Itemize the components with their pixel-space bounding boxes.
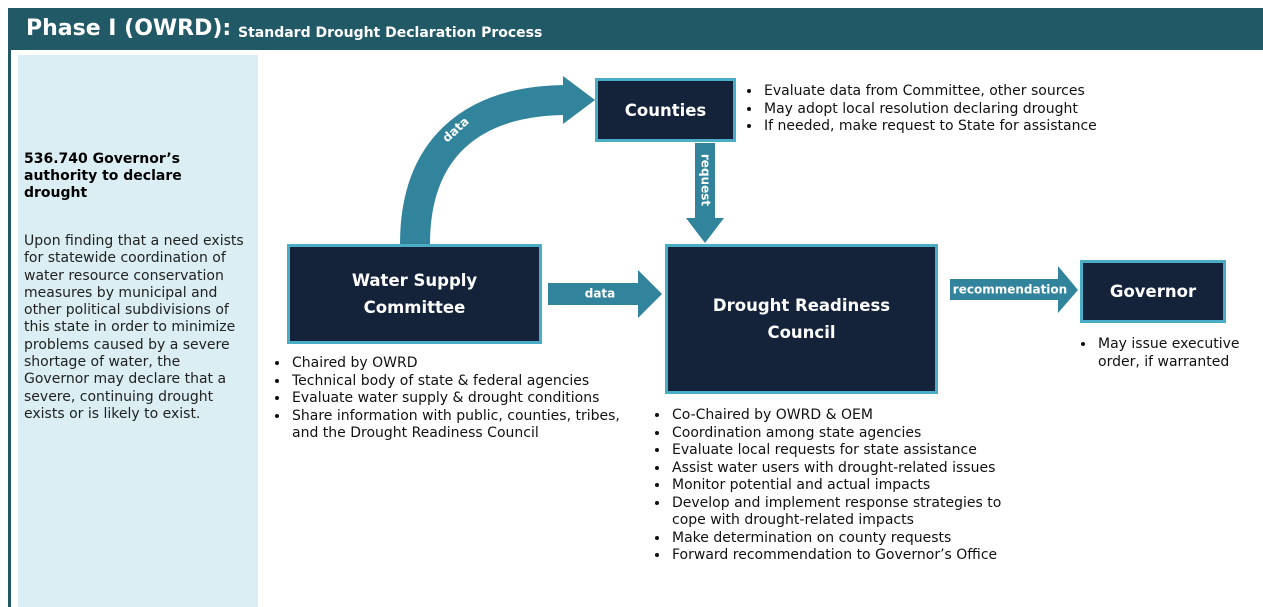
arrow-head xyxy=(1058,266,1078,313)
bullet: Share information with public, counties,… xyxy=(290,408,622,443)
sidebar-body: Upon finding that a need exists for stat… xyxy=(24,233,244,422)
bullet-list: May issue executive order, if warranted xyxy=(1080,336,1263,371)
bullet: If needed, make request to State for ass… xyxy=(762,118,1162,136)
bullet-list: Chaired by OWRD Technical body of state … xyxy=(274,355,660,443)
node-box: Water Supply Committee xyxy=(287,244,542,344)
edge-label: data xyxy=(585,287,616,301)
edge-label: recommendation xyxy=(953,283,1067,297)
arrow-head xyxy=(686,218,724,243)
node-box: Drought Readiness Council xyxy=(665,244,938,394)
bullet: May issue executive order, if warranted xyxy=(1096,336,1263,371)
bullet: Forward recommendation to Governor’s Off… xyxy=(670,547,1060,565)
edge-label: request xyxy=(699,154,713,206)
bullet: Coordination among state agencies xyxy=(670,425,1060,443)
node-box: Governor xyxy=(1080,260,1226,323)
sidebar-heading: 536.740 Governor’s authority to declare … xyxy=(24,151,182,201)
bullet: Assist water users with drought-related … xyxy=(670,460,1060,478)
arrow-shaft xyxy=(950,279,1060,300)
bullet-list: Evaluate data from Committee, other sour… xyxy=(746,83,1162,136)
bullet: Technical body of state & federal agenci… xyxy=(290,373,660,391)
bullet: Evaluate water supply & drought conditio… xyxy=(290,390,660,408)
arrow-shaft xyxy=(695,143,715,219)
node-label: Drought Readiness Council xyxy=(712,296,891,342)
bullet: Co-Chaired by OWRD & OEM xyxy=(670,407,1060,425)
bullet: Monitor potential and actual impacts xyxy=(670,477,1060,495)
node-label: Water Supply Committee xyxy=(351,271,478,317)
node-box: Counties xyxy=(595,78,736,142)
header-title: Phase I (OWRD): xyxy=(26,16,232,41)
header-subtitle: Standard Drought Declaration Process xyxy=(238,25,543,41)
bullet: Make determination on county requests xyxy=(670,530,1060,548)
arrow-shaft xyxy=(548,283,640,305)
header: Phase I (OWRD): Standard Drought Declara… xyxy=(10,8,1263,50)
bullet-list: Co-Chaired by OWRD & OEM Coordination am… xyxy=(654,407,1060,565)
bullet: Develop and implement response strategie… xyxy=(670,495,1037,530)
bullet: Evaluate data from Committee, other sour… xyxy=(762,83,1162,101)
bullet: Chaired by OWRD xyxy=(290,355,660,373)
arrow-head xyxy=(638,270,662,318)
left-border xyxy=(8,8,11,607)
bullet: May adopt local resolution declaring dro… xyxy=(762,101,1162,119)
curved-arrow xyxy=(400,85,569,245)
sidebar: 536.740 Governor’s authority to declare … xyxy=(18,55,258,607)
bullet: Evaluate local requests for state assist… xyxy=(670,442,1060,460)
arrow-head xyxy=(563,76,595,124)
node-label: Counties xyxy=(624,100,707,120)
node-label: Governor xyxy=(1109,282,1197,301)
